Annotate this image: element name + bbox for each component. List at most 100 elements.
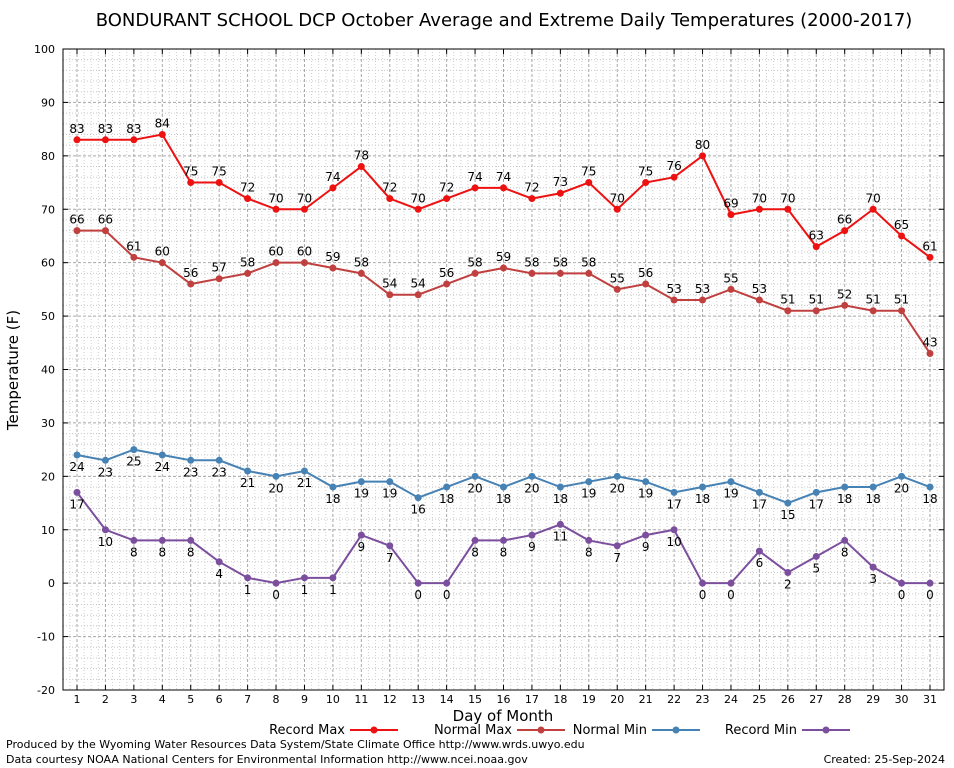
data-label: 21 [297, 476, 312, 490]
data-label: 19 [581, 487, 596, 501]
data-point [130, 536, 138, 544]
data-point [244, 574, 252, 582]
data-label: 83 [98, 122, 113, 136]
data-point [926, 579, 934, 587]
data-label: 84 [155, 116, 170, 130]
data-label: 70 [411, 191, 426, 205]
data-label: 54 [382, 277, 397, 291]
legend-label: Normal Max [434, 723, 512, 738]
data-label: 74 [496, 170, 511, 184]
data-label: 0 [898, 588, 906, 602]
data-point [272, 472, 280, 480]
legend-marker [537, 726, 545, 734]
data-point [500, 184, 507, 192]
data-label: 10 [666, 535, 681, 549]
data-point [73, 488, 81, 496]
x-tick-label: 11 [354, 693, 368, 706]
data-point [130, 253, 138, 261]
x-tick-label: 26 [781, 693, 795, 706]
y-tick-label: 100 [34, 43, 55, 56]
data-point [556, 520, 564, 528]
grid [63, 49, 944, 690]
y-tick-label: 90 [41, 96, 55, 109]
data-point [755, 547, 763, 555]
x-tick-label: 29 [866, 693, 880, 706]
series-record-max: 83 83 83 84 75 75 72 70 70 74 78 72 70 72 74 74 72 73 75 70… [69, 116, 938, 261]
data-label: 74 [325, 170, 340, 184]
data-point [187, 536, 195, 544]
data-label: 19 [382, 487, 397, 501]
data-label: 1 [329, 583, 337, 597]
footer-created: Created: 25-Sep-2024 [824, 753, 945, 766]
data-label: 56 [638, 266, 653, 280]
data-point [613, 542, 621, 550]
data-label: 24 [69, 460, 84, 474]
data-label: 19 [723, 487, 738, 501]
data-point [613, 205, 621, 213]
data-point [443, 483, 451, 491]
data-label: 0 [272, 588, 280, 602]
data-label: 55 [610, 271, 625, 285]
data-point [784, 205, 792, 213]
data-label: 66 [98, 213, 113, 227]
data-label: 70 [780, 191, 795, 205]
data-label: 55 [723, 271, 738, 285]
data-label: 17 [69, 497, 84, 511]
data-label: 58 [553, 255, 568, 269]
data-point [869, 307, 877, 315]
data-point [727, 478, 735, 486]
data-point [357, 163, 365, 171]
x-tick-label: 5 [187, 693, 194, 706]
data-point [528, 472, 536, 480]
data-label: 59 [496, 250, 511, 264]
footer-data-courtesy: Data courtesy NOAA National Centers for … [6, 753, 528, 766]
data-label: 8 [158, 545, 166, 559]
data-point [528, 531, 536, 539]
x-tick-label: 10 [326, 693, 340, 706]
data-point [699, 483, 707, 491]
x-tick-label: 24 [724, 693, 738, 706]
data-label: 0 [727, 588, 735, 602]
data-point [500, 483, 507, 491]
data-point [101, 227, 109, 235]
data-point [73, 136, 81, 144]
data-label: 75 [183, 165, 198, 179]
data-label: 43 [922, 335, 937, 349]
series-normal-min: 24 23 25 24 23 23 21 20 21 18 19 19 16 18 20 18 20 18 19 20… [69, 446, 938, 522]
y-tick-label: -20 [37, 684, 55, 697]
footer-produced-by: Produced by the Wyoming Water Resources … [6, 738, 585, 751]
y-tick-label: 60 [41, 257, 55, 270]
x-tick-label: 2 [102, 693, 109, 706]
x-tick-label: 23 [696, 693, 710, 706]
data-point [357, 269, 365, 277]
data-label: 20 [524, 481, 539, 495]
data-label: 54 [411, 277, 426, 291]
data-label: 17 [752, 497, 767, 511]
y-tick-label: 10 [41, 524, 55, 537]
data-label: 56 [439, 266, 454, 280]
data-label: 17 [666, 497, 681, 511]
data-label: 9 [528, 540, 536, 554]
y-tick-label: -10 [37, 631, 55, 644]
data-label: 73 [553, 175, 568, 189]
data-point [841, 483, 849, 491]
data-point [215, 179, 223, 187]
data-point [926, 349, 934, 357]
data-point [898, 232, 906, 240]
data-point [869, 483, 877, 491]
data-point [869, 563, 877, 571]
data-point [670, 488, 678, 496]
data-point [386, 478, 394, 486]
data-label: 8 [130, 545, 138, 559]
data-label: 19 [354, 487, 369, 501]
data-label: 83 [126, 122, 141, 136]
data-label: 53 [752, 282, 767, 296]
data-point [215, 456, 223, 464]
data-label: 18 [553, 492, 568, 506]
x-axis-label: Day of Month [453, 707, 554, 725]
data-label: 8 [500, 545, 508, 559]
